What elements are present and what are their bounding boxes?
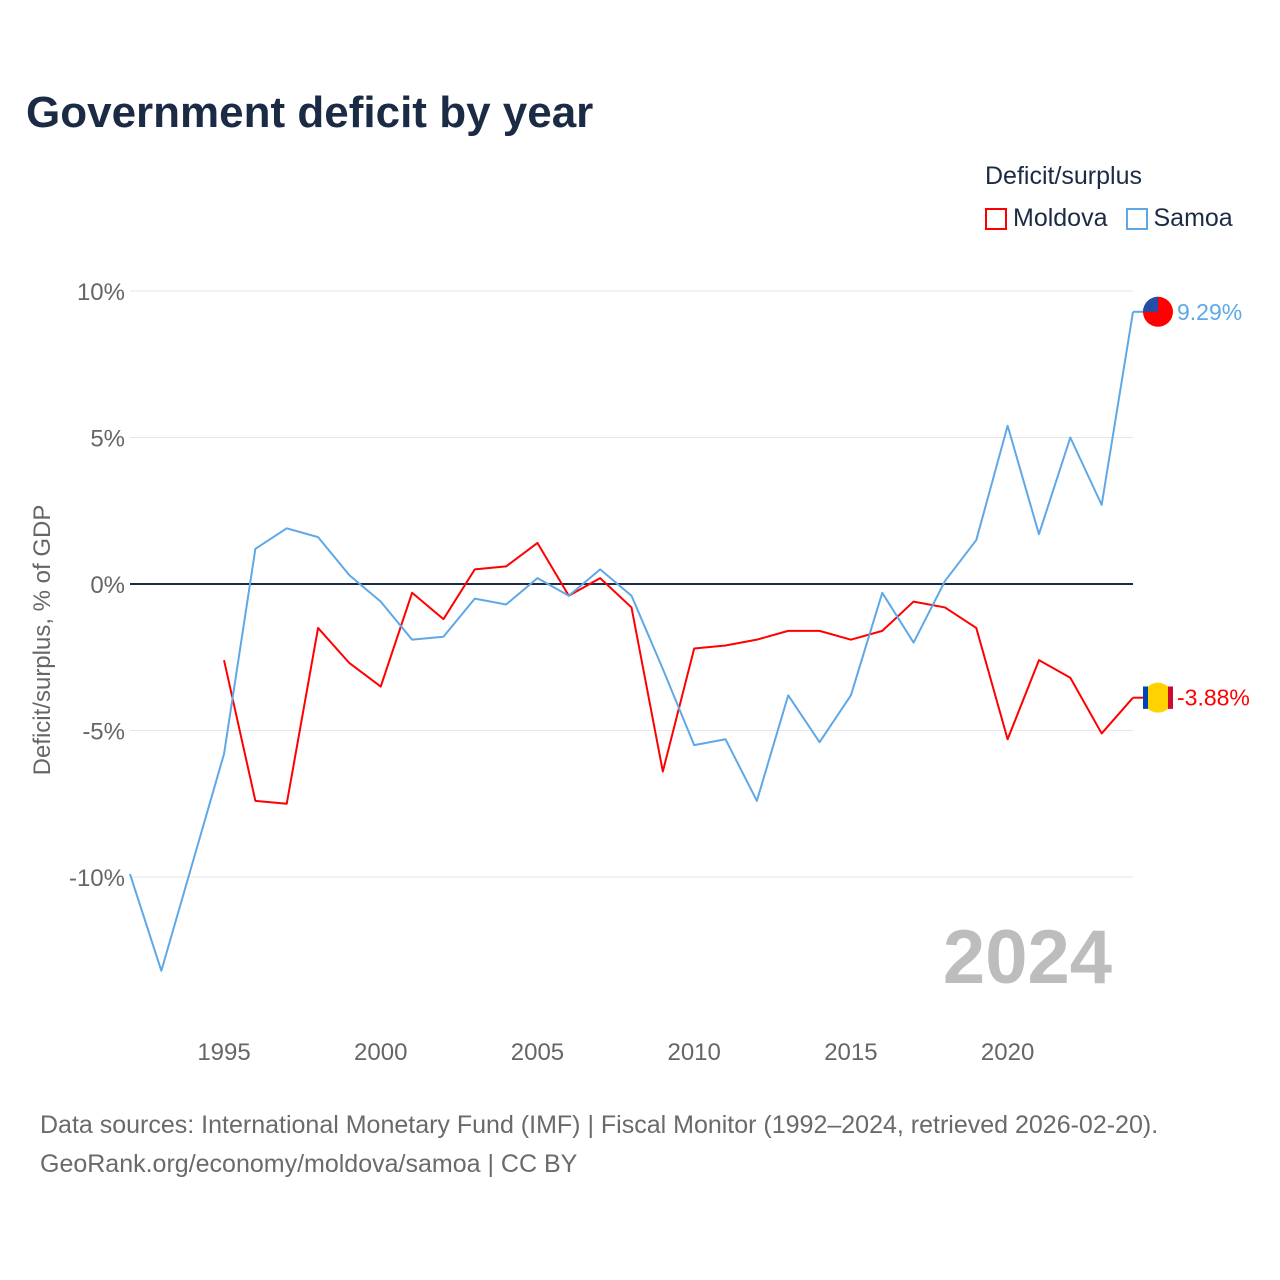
x-tick-label: 2005: [511, 1039, 564, 1066]
x-tick-label: 2010: [667, 1039, 720, 1066]
legend-label-moldova: Moldova: [1013, 204, 1108, 232]
y-tick-label: 0%: [90, 572, 125, 599]
end-label-samoa: 9.29%: [1177, 299, 1242, 325]
legend-item-moldova[interactable]: Moldova: [985, 204, 1108, 233]
y-tick-label: -10%: [69, 865, 125, 892]
source-line-1: Data sources: International Monetary Fun…: [40, 1111, 1159, 1139]
x-tick-label: 1995: [197, 1039, 250, 1066]
x-tick-label: 2015: [824, 1039, 877, 1066]
x-tick-label: 2000: [354, 1039, 407, 1066]
legend-item-samoa[interactable]: Samoa: [1125, 204, 1233, 233]
flag-canton: [1143, 296, 1158, 312]
source-note: Data sources: International Monetary Fun…: [40, 1106, 1158, 1184]
end-label-moldova: -3.88%: [1177, 685, 1250, 711]
source-line-2[interactable]: GeoRank.org/economy/moldova/samoa | CC B…: [40, 1150, 578, 1178]
legend-title: Deficit/surplus: [985, 162, 1142, 190]
flag-field: [1143, 682, 1173, 713]
series-line-samoa: [129, 311, 1134, 972]
flag-red-band: [1168, 686, 1173, 709]
y-tick-label: -5%: [82, 719, 125, 746]
legend-swatch-moldova: [985, 207, 1007, 230]
flag-moldova-icon: [1142, 682, 1174, 713]
x-tick-label: 2020: [981, 1039, 1034, 1066]
series-line-moldova: [223, 541, 1134, 805]
year-watermark: 2024: [943, 915, 1112, 1000]
chart-title: Government deficit by year: [26, 88, 594, 137]
y-tick-label: 10%: [77, 279, 125, 306]
legend: Moldova Samoa: [985, 204, 1233, 233]
y-tick-label: 5%: [90, 426, 125, 453]
y-axis-label: Deficit/surplus, % of GDP: [29, 505, 56, 776]
flag-blue-band: [1143, 686, 1148, 709]
legend-swatch-samoa: [1125, 207, 1148, 230]
flag-samoa-icon: [1143, 296, 1173, 327]
legend-label-samoa: Samoa: [1153, 204, 1233, 232]
